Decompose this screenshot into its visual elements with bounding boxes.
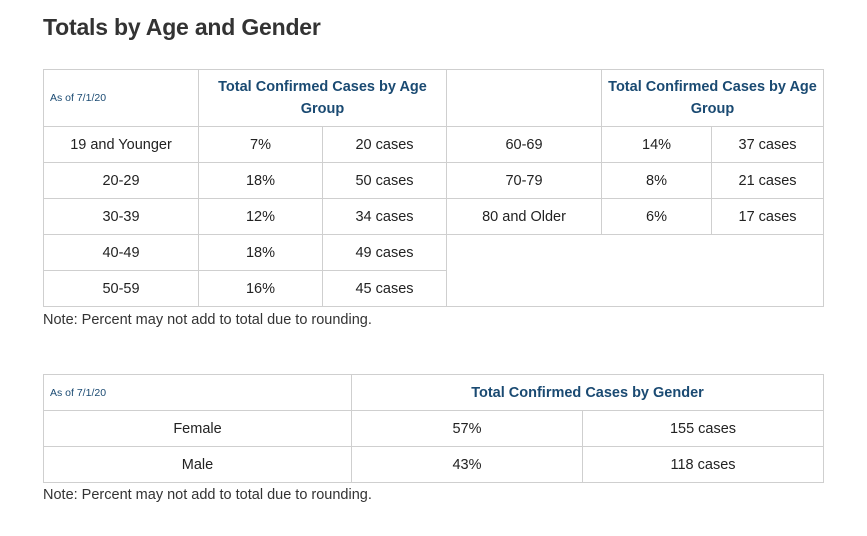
table-header-row: As of 7/1/20 Total Confirmed Cases by Ag… [43,69,825,127]
age-group-cell: 60-69 [446,126,603,163]
table-row: 40-49 18% 49 cases [43,234,825,307]
percent-cell: 16% [198,270,323,307]
percent-cell: 43% [351,446,583,483]
table-row: 50-59 16% 45 cases [43,270,824,307]
age-header-right-text: Total Confirmed Cases by Age Group [608,79,817,117]
as-of-date: As of 7/1/20 [43,69,199,127]
cases-cell: 34 cases [321,198,448,235]
age-group-cell: 40-49 [43,234,199,271]
cases-cell: 37 cases [711,126,825,163]
table-row: 20-29 18% 50 cases 70-79 8% 21 cases [43,162,825,199]
as-of-date: As of 7/1/20 [43,374,352,411]
percent-cell: 7% [198,126,323,163]
percent-cell: 12% [198,198,323,235]
cases-cell: 21 cases [711,162,825,199]
cases-cell: 118 cases [582,446,824,483]
cases-cell: 45 cases [321,270,448,307]
percent-cell: 14% [601,126,713,163]
age-header-right: Total Confirmed Cases by Age Group [601,69,825,127]
gender-table: As of 7/1/20 Total Confirmed Cases by Ge… [43,374,824,483]
table-row: 19 and Younger 7% 20 cases 60-69 14% 37 … [43,126,825,163]
age-header-left-text: Total Confirmed Cases by Age Group [218,79,427,117]
age-group-cell: 19 and Younger [43,126,199,163]
table-row: 30-39 12% 34 cases 80 and Older 6% 17 ca… [43,198,825,235]
age-group-cell: 20-29 [43,162,199,199]
gender-header-text: Total Confirmed Cases by Gender [471,384,704,401]
percent-cell: 57% [351,410,583,447]
age-group-cell: 50-59 [43,270,199,307]
table-row: Female 57% 155 cases [43,410,824,447]
age-table-note: Note: Percent may not add to total due t… [43,312,372,328]
percent-cell: 8% [601,162,713,199]
cases-cell: 17 cases [711,198,825,235]
cases-cell: 49 cases [321,234,448,271]
age-header-left: Total Confirmed Cases by Age Group [197,69,448,127]
empty-header-cell [446,69,603,127]
gender-header: Total Confirmed Cases by Gender [351,374,824,411]
cases-cell: 20 cases [321,126,448,163]
percent-cell: 18% [198,162,323,199]
cases-cell: 155 cases [582,410,824,447]
table-row: Male 43% 118 cases [43,446,824,483]
percent-cell: 18% [198,234,323,271]
table-header-row: As of 7/1/20 Total Confirmed Cases by Ge… [43,374,824,411]
gender-cell: Female [43,410,352,447]
page-title: Totals by Age and Gender [43,14,321,40]
empty-block-cell [446,234,825,307]
age-group-cell: 30-39 [43,198,199,235]
percent-cell: 6% [601,198,713,235]
age-group-cell: 70-79 [446,162,603,199]
gender-table-note: Note: Percent may not add to total due t… [43,487,372,503]
gender-cell: Male [43,446,352,483]
age-group-table: As of 7/1/20 Total Confirmed Cases by Ag… [43,69,825,307]
age-group-cell: 80 and Older [446,198,603,235]
cases-cell: 50 cases [321,162,448,199]
